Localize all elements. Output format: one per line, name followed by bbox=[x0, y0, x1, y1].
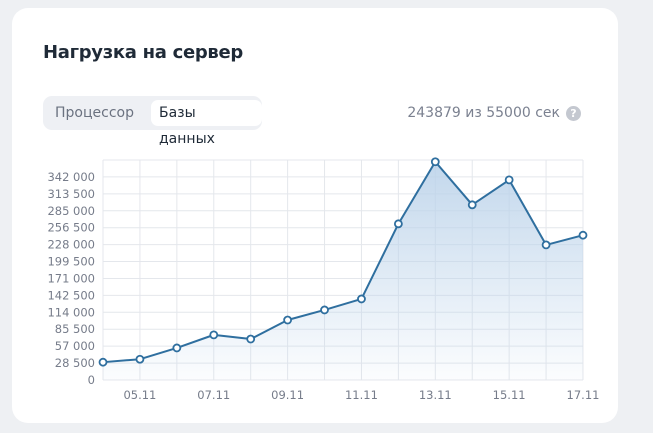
x-tick-label: 09.11 bbox=[271, 388, 304, 402]
tab-databases[interactable]: Базы данных bbox=[151, 100, 262, 147]
y-tick-label: 342 000 bbox=[47, 170, 95, 184]
data-point bbox=[357, 294, 366, 304]
x-tick-label: 05.11 bbox=[123, 388, 156, 402]
series-area bbox=[103, 161, 583, 380]
y-tick-label: 114 000 bbox=[47, 305, 95, 319]
data-point bbox=[320, 305, 329, 315]
metric-toggle: Процессор Базы данных bbox=[43, 96, 262, 147]
y-tick-label: 171 000 bbox=[47, 271, 95, 285]
series-line bbox=[102, 160, 584, 364]
y-tick-label: 57 000 bbox=[55, 339, 95, 353]
x-tick-label: 13.11 bbox=[419, 388, 452, 402]
quota-text: 243879 из 55000 сек bbox=[407, 105, 560, 121]
quota-readout: 243879 из 55000 сек ? bbox=[407, 105, 581, 121]
data-point bbox=[246, 334, 256, 344]
data-point bbox=[504, 175, 514, 185]
data-point bbox=[172, 343, 182, 353]
data-point bbox=[209, 330, 219, 340]
data-point bbox=[430, 157, 440, 167]
card-title: Нагрузка на сервер bbox=[43, 42, 244, 63]
data-point bbox=[578, 230, 588, 240]
x-tick-label: 17.11 bbox=[567, 388, 600, 402]
y-tick-label: 256 500 bbox=[47, 221, 95, 235]
y-tick-label: 199 500 bbox=[47, 255, 95, 269]
y-tick-label: 228 000 bbox=[47, 238, 95, 252]
data-point bbox=[541, 240, 551, 250]
data-point bbox=[135, 354, 145, 364]
y-tick-label: 142 500 bbox=[47, 288, 95, 302]
question-circle-icon[interactable]: ? bbox=[566, 105, 581, 121]
y-tick-label: 85 500 bbox=[55, 322, 95, 336]
data-point bbox=[467, 200, 477, 210]
data-point bbox=[393, 219, 403, 229]
y-tick-label: 28 500 bbox=[55, 356, 95, 370]
y-tick-label: 0 bbox=[88, 373, 95, 387]
tab-processor[interactable]: Процессор bbox=[55, 105, 134, 121]
x-tick-label: 11.11 bbox=[345, 388, 378, 402]
y-tick-label: 313 500 bbox=[47, 187, 95, 201]
x-tick-label: 07.11 bbox=[197, 388, 230, 402]
x-tick-label: 15.11 bbox=[493, 388, 526, 402]
data-point bbox=[283, 315, 293, 325]
data-point bbox=[98, 357, 108, 367]
y-tick-label: 285 000 bbox=[47, 204, 95, 218]
